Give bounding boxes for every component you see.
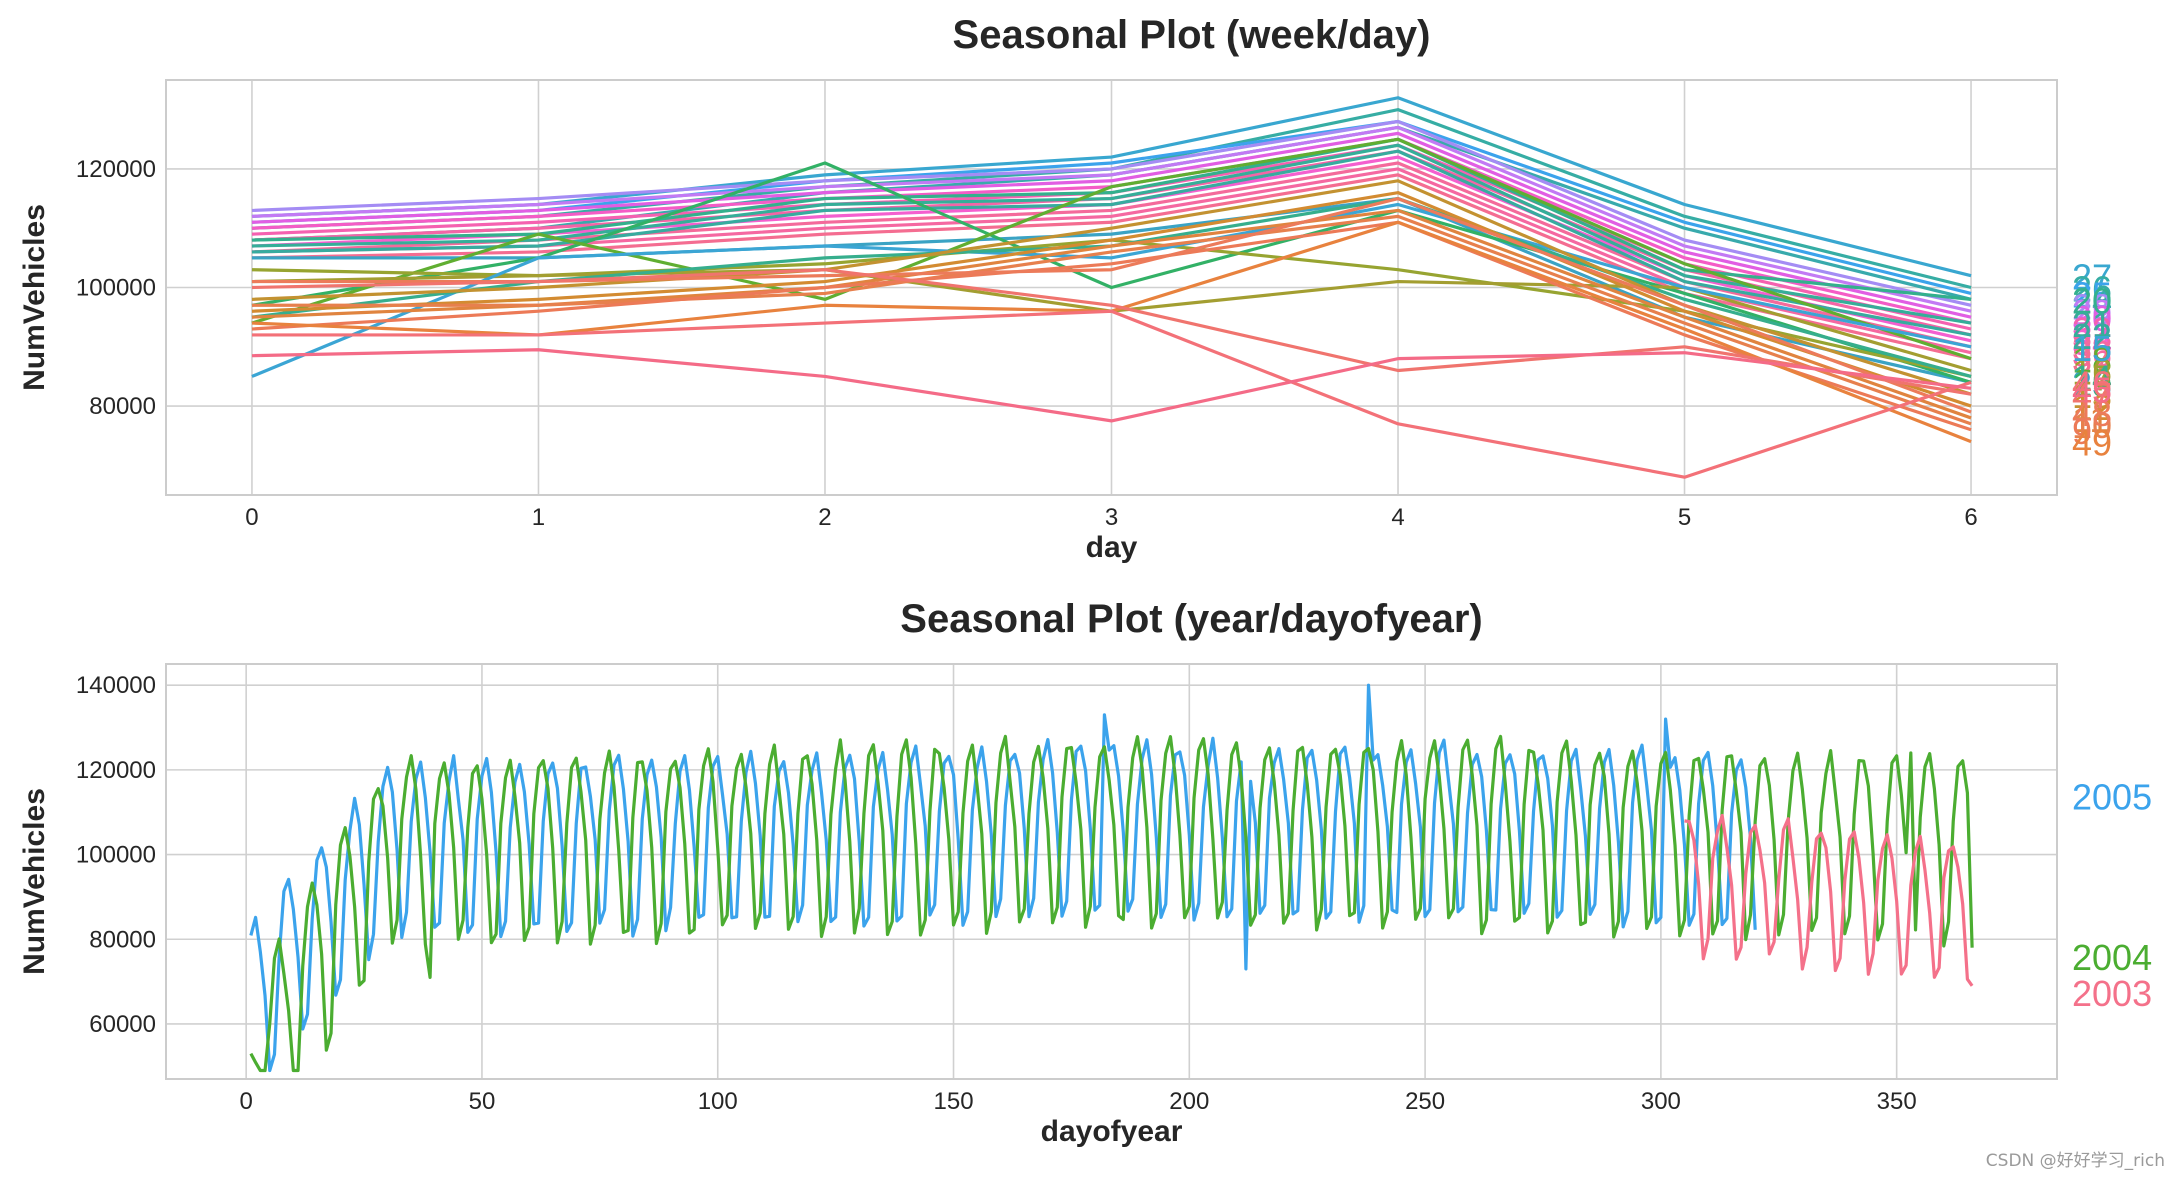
year-dayofyear-panel: 0 50 100 150 200 250 300 350 60000 80000 100000 120… [18, 597, 2152, 1148]
series-end-label: 27 [2072, 257, 2112, 298]
x-tick-label: 50 [469, 1088, 496, 1115]
x-axis-label: day [1086, 531, 1138, 564]
plot-frame [165, 663, 2058, 1080]
series-line-week-21 [251, 143, 1972, 325]
series-end-label: 20 [2072, 280, 2112, 321]
series-end-label: 47 [2072, 375, 2112, 416]
series-line-week-22 [251, 149, 1972, 337]
series-year-label: 2003 [2072, 973, 2152, 1014]
series-end-label: 32 [2072, 310, 2112, 351]
series-end-label: 25 [2072, 274, 2112, 315]
x-tick-label: 0 [239, 1088, 252, 1115]
x-tick-label: 6 [1964, 504, 1977, 531]
series-end-label: 37 [2072, 340, 2112, 381]
series-end-label: 13 [2072, 375, 2112, 416]
series-end-label: 21 [2072, 304, 2112, 345]
series-end-label: 23 [2072, 363, 2112, 404]
series-end-label: 46 [2072, 363, 2112, 404]
x-tick-label: 150 [934, 1088, 974, 1115]
series-end-label: 17 [2072, 357, 2112, 398]
series-end-label: 12 [2072, 387, 2112, 428]
series-line-week-28 [251, 119, 1972, 307]
series-end-label: 24 [2072, 280, 2112, 321]
chart-title: Seasonal Plot (week/day) [953, 13, 1431, 57]
series-line-week-9 [251, 220, 1972, 432]
x-tick-label: 4 [1391, 504, 1404, 531]
y-tick-label: 80000 [89, 393, 156, 420]
y-tick-label: 100000 [76, 842, 156, 869]
series-end-label: 14 [2072, 357, 2112, 398]
series-end-label: 18 [2072, 340, 2112, 381]
x-tick-label: 250 [1405, 1088, 1445, 1115]
y-tick-label: 80000 [89, 926, 156, 953]
series-end-label: 48 [2072, 393, 2112, 434]
series-line-week-46 [251, 309, 1972, 479]
series-line-week-29 [251, 125, 1972, 313]
series-end-label: 33 [2072, 316, 2112, 357]
x-tick-label: 3 [1105, 504, 1118, 531]
y-tick-label: 60000 [89, 1011, 156, 1038]
series-end-label: 49 [2072, 423, 2112, 464]
series-line-week-12 [251, 191, 1972, 408]
series-line-week-47 [251, 268, 1972, 396]
series-end-label: 28 [2072, 286, 2112, 327]
series-line-year-2003 [1684, 813, 1974, 987]
series-end-label: 45 [2072, 369, 2112, 410]
y-tick-label: 120000 [76, 757, 156, 784]
y-tick-label: 140000 [76, 672, 156, 699]
y-axis-label: NumVehicles [18, 204, 51, 391]
series-line-week-15 [251, 202, 1972, 378]
series-line-week-45 [251, 348, 1972, 423]
y-tick-label: 100000 [76, 275, 156, 302]
series-line-year-2004 [249, 734, 1974, 1073]
series-line-week-10 [251, 214, 1972, 426]
series-end-label: 35 [2072, 328, 2112, 369]
x-tick-label: 200 [1169, 1088, 1209, 1115]
series-line-week-18 [251, 137, 1972, 361]
x-tick-label: 350 [1877, 1088, 1917, 1115]
plot-frame [165, 79, 2058, 496]
x-tick-label: 1 [532, 504, 545, 531]
series-end-label: 16 [2072, 352, 2112, 393]
series-line-week-30 [251, 131, 1972, 319]
series-end-label: 15 [2072, 328, 2112, 369]
series-end-label: 10 [2072, 405, 2112, 446]
chart-title: Seasonal Plot (year/dayofyear) [900, 597, 1482, 641]
x-tick-label: 5 [1678, 504, 1691, 531]
y-tick-label: 120000 [76, 156, 156, 183]
series-end-label: 34 [2072, 322, 2112, 363]
x-tick-label: 100 [698, 1088, 738, 1115]
series-end-label: 19 [2072, 363, 2112, 404]
x-tick-label: 2 [818, 504, 831, 531]
series-end-label: 9 [2072, 411, 2092, 452]
x-tick-label: 300 [1641, 1088, 1681, 1115]
x-axis-label: dayofyear [1041, 1115, 1183, 1148]
series-end-label: 26 [2072, 269, 2112, 310]
y-axis-label: NumVehicles [18, 788, 51, 975]
series-end-label: 11 [2072, 399, 2109, 440]
series-end-label: 22 [2072, 316, 2112, 357]
watermark-text: CSDN @好好学习_rich [1985, 1151, 2165, 1171]
series-end-label: 31 [2072, 304, 2112, 345]
x-tick-label: 0 [245, 504, 258, 531]
series-end-label: 29 [2072, 292, 2112, 333]
series-end-label: 30 [2072, 298, 2112, 339]
series-end-label: 36 [2072, 334, 2112, 375]
series-year-label: 2004 [2072, 937, 2152, 978]
series-year-label: 2005 [2072, 776, 2152, 817]
